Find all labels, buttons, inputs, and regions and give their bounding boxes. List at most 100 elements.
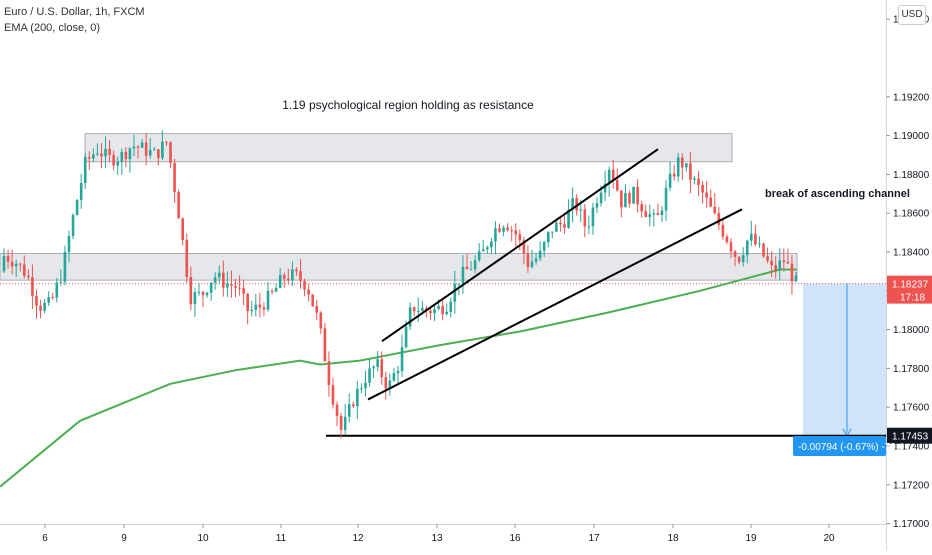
candle-body — [555, 222, 558, 232]
candle-body — [356, 388, 359, 407]
candle-body — [10, 261, 14, 267]
candle-body — [6, 256, 10, 262]
candle-body — [709, 197, 713, 207]
candle-body — [705, 192, 708, 198]
candle-body — [100, 153, 103, 157]
y-tick-label: 1.19000 — [893, 131, 930, 142]
candle-body — [750, 233, 753, 241]
candle-body — [782, 260, 786, 262]
candle-body — [729, 242, 733, 252]
candle-body — [144, 142, 148, 156]
candle-body — [571, 198, 574, 210]
candle-body — [741, 255, 745, 263]
candle-body — [128, 148, 132, 160]
candle-body — [620, 190, 623, 208]
candle-body — [421, 308, 424, 311]
candle-body — [209, 282, 213, 293]
candle-body — [664, 187, 668, 211]
currency-button[interactable]: USD — [898, 5, 926, 25]
candle-body — [510, 230, 513, 232]
candle-body — [148, 149, 152, 156]
candle-body — [461, 266, 465, 284]
candle-body — [132, 146, 136, 149]
candle-body — [607, 169, 611, 184]
candle-body — [291, 269, 294, 281]
candle-body — [2, 256, 6, 272]
candle-body — [457, 283, 461, 285]
candle-body — [595, 203, 599, 208]
candle-body — [23, 264, 26, 276]
measure-label: -0.00794 (-0.67%) -79.4 — [798, 442, 905, 453]
candle-body — [530, 261, 534, 267]
candle-body — [116, 161, 120, 166]
candle-body — [295, 269, 298, 272]
x-tick-label: 10 — [197, 533, 209, 544]
candle-body — [197, 291, 201, 293]
y-tick-label: 1.17600 — [893, 403, 930, 414]
candle-body — [733, 251, 737, 257]
candle-body — [624, 193, 627, 208]
x-tick-label: 20 — [823, 533, 835, 544]
x-tick-label: 19 — [745, 533, 757, 544]
candle-body — [680, 157, 684, 168]
candle-body — [599, 192, 603, 204]
candle-body — [347, 404, 351, 417]
candle-body — [469, 269, 473, 271]
candle-body — [92, 154, 95, 159]
candle-body — [67, 236, 71, 253]
candle-body — [193, 292, 197, 305]
candle-body — [39, 305, 42, 311]
projection-box — [803, 283, 886, 436]
candle-body — [266, 290, 270, 310]
x-tick-label: 17 — [588, 533, 600, 544]
x-tick-label: 6 — [42, 533, 48, 544]
candle-body — [124, 151, 128, 160]
candle-body — [307, 289, 310, 295]
candle-body — [518, 234, 522, 241]
candle-body — [632, 186, 635, 204]
countdown-label: 17:18 — [900, 293, 925, 304]
candle-body — [465, 266, 469, 270]
candle-body — [672, 173, 676, 177]
candle-body — [140, 142, 144, 148]
candle-body — [416, 310, 420, 312]
candle-body — [27, 275, 30, 278]
candle-body — [587, 226, 591, 228]
candle-body — [71, 215, 75, 237]
candle-body — [534, 258, 538, 262]
candle-body — [63, 252, 67, 282]
candle-body — [31, 277, 34, 296]
candle-body — [35, 295, 38, 306]
symbol-title: Euro / U.S. Dollar, 1h, FXCM — [4, 6, 145, 18]
candle-body — [161, 141, 164, 159]
x-tick-label: 9 — [121, 533, 127, 544]
candle-body — [189, 277, 193, 305]
candle-body — [75, 200, 79, 216]
y-tick-label: 1.17000 — [893, 519, 930, 530]
candle-body — [18, 263, 22, 265]
candle-body — [689, 163, 692, 180]
candle-body — [546, 232, 550, 243]
candle-body — [270, 290, 274, 292]
candle-body — [157, 149, 160, 159]
candle-body — [287, 278, 290, 281]
candle-body — [652, 213, 656, 215]
candle-body — [481, 249, 485, 252]
candle-body — [278, 275, 282, 288]
candle-body — [360, 388, 363, 390]
last-price-tag — [887, 275, 932, 304]
candle-body — [380, 359, 384, 378]
candle-body — [254, 304, 258, 310]
candle-body — [315, 306, 319, 313]
candle-body — [429, 310, 432, 314]
candle-body — [579, 209, 583, 211]
candle-body — [490, 241, 493, 248]
candle-body — [640, 204, 643, 212]
candle-body — [551, 231, 554, 233]
candle-body — [177, 191, 180, 219]
candle-body — [745, 240, 749, 256]
candle-body — [567, 209, 570, 228]
y-tick-label: 1.17400 — [893, 442, 930, 453]
